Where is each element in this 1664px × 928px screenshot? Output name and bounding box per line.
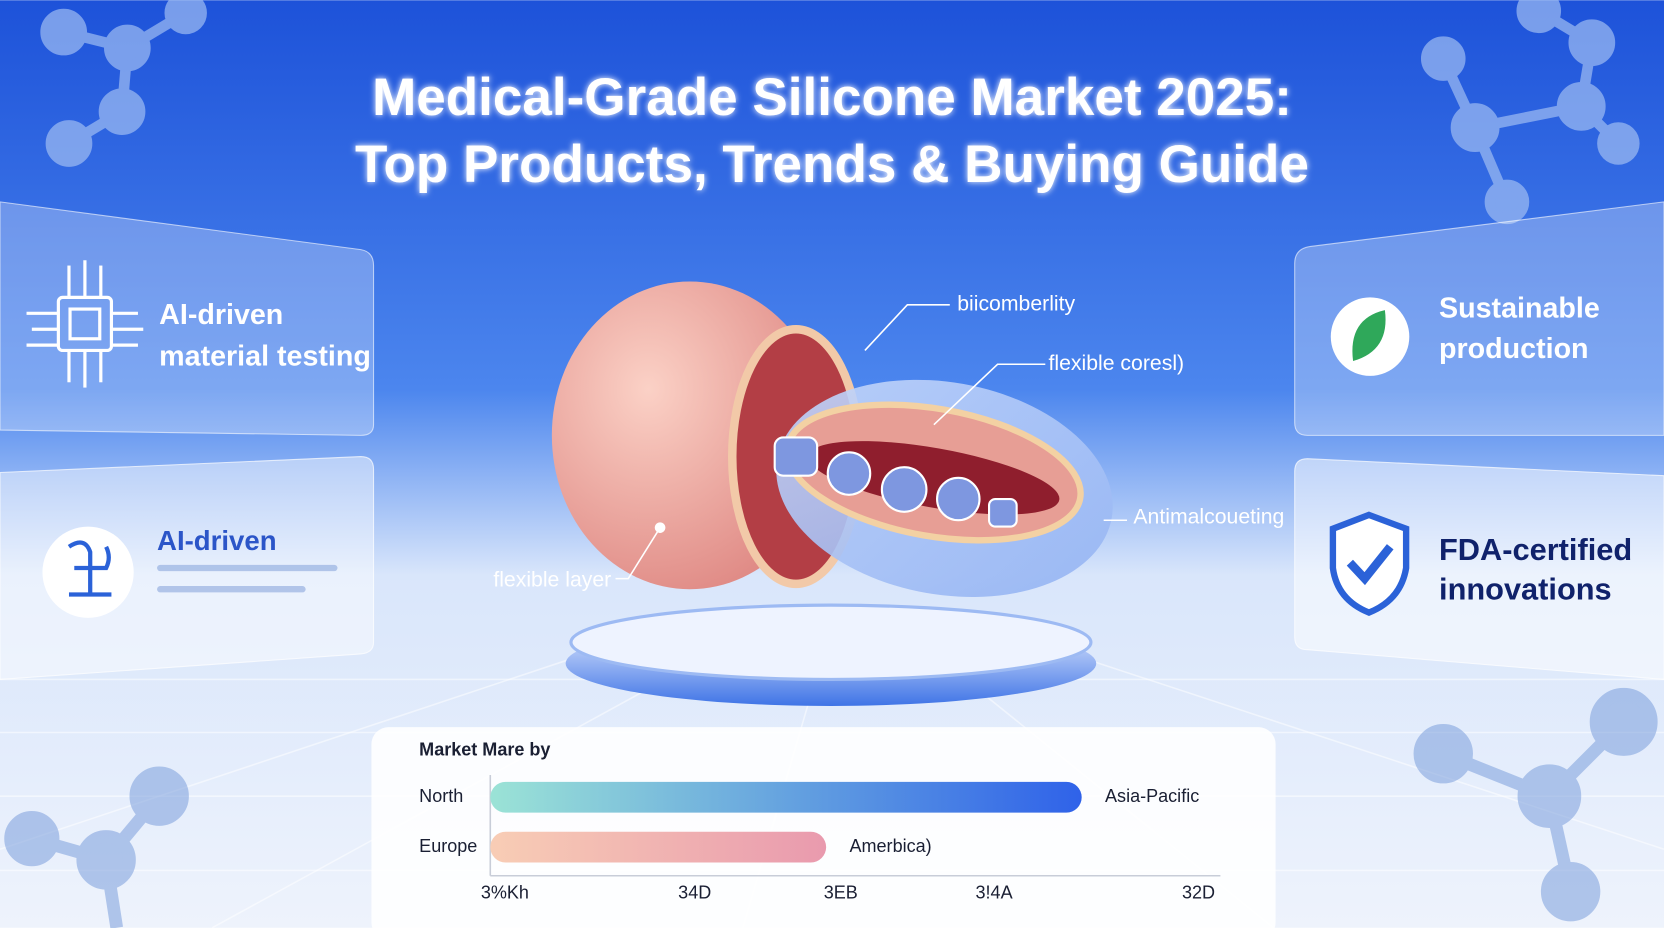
feature-card (1294, 201, 1664, 436)
title-line: Top Products, Trends & Buying Guide (355, 135, 1309, 194)
ai-icon-glyph (67, 540, 112, 597)
chip-icon (26, 260, 144, 388)
shield-icon (1329, 511, 1410, 617)
card-label: material testing (159, 340, 371, 372)
card-label: innovations (1439, 571, 1612, 606)
leaf-icon-glyph (1352, 310, 1386, 362)
x-tick-label: 3%Kh (481, 883, 529, 903)
placeholder-text (157, 564, 338, 572)
callout-label: Antimalcoueting (1133, 506, 1284, 529)
x-tick-label: 34D (678, 883, 711, 903)
capsule-channel (808, 441, 1060, 515)
callout-label: flexible coresl) (1048, 352, 1184, 375)
placeholder-text (157, 586, 306, 593)
x-tick-label: 32D (1182, 883, 1215, 903)
card-label: Sustainable (1439, 293, 1600, 325)
callout-label: biicomberlity (957, 292, 1075, 315)
x-tick-label: 3EB (824, 883, 858, 903)
market-chart: Market Mare by 3%Kh 34D 3EB 3!4A 32D North Asi… (419, 739, 1221, 903)
molecule-decoration (40, 0, 1640, 225)
chart-title: Market Mare by (419, 739, 550, 759)
capsule-beads (773, 436, 1018, 528)
bar (490, 831, 827, 863)
x-tick-label: 3!4A (976, 883, 1013, 903)
callout-lines (615, 304, 1128, 580)
card-label: AI-driven (157, 525, 277, 556)
card-label: production (1439, 333, 1589, 365)
title-line: Medical-Grade Silicone Market 2025: (372, 68, 1292, 127)
feature-card (0, 201, 375, 436)
card-label: FDA-certified (1439, 532, 1632, 567)
molecule-decoration (4, 687, 1658, 928)
card-label: AI-driven (159, 299, 283, 331)
category-label: Europe (419, 836, 477, 856)
category-label: North (419, 786, 463, 806)
chart-panel (371, 727, 1276, 928)
bar (490, 781, 1082, 813)
platform-top (569, 603, 1093, 682)
callout-label: flexible layer (493, 568, 611, 591)
bar-label: Amerbica) (849, 836, 931, 856)
feature-card (1294, 458, 1664, 680)
check-icon (1346, 544, 1394, 586)
bar-label: Asia-Pacific (1105, 786, 1199, 806)
